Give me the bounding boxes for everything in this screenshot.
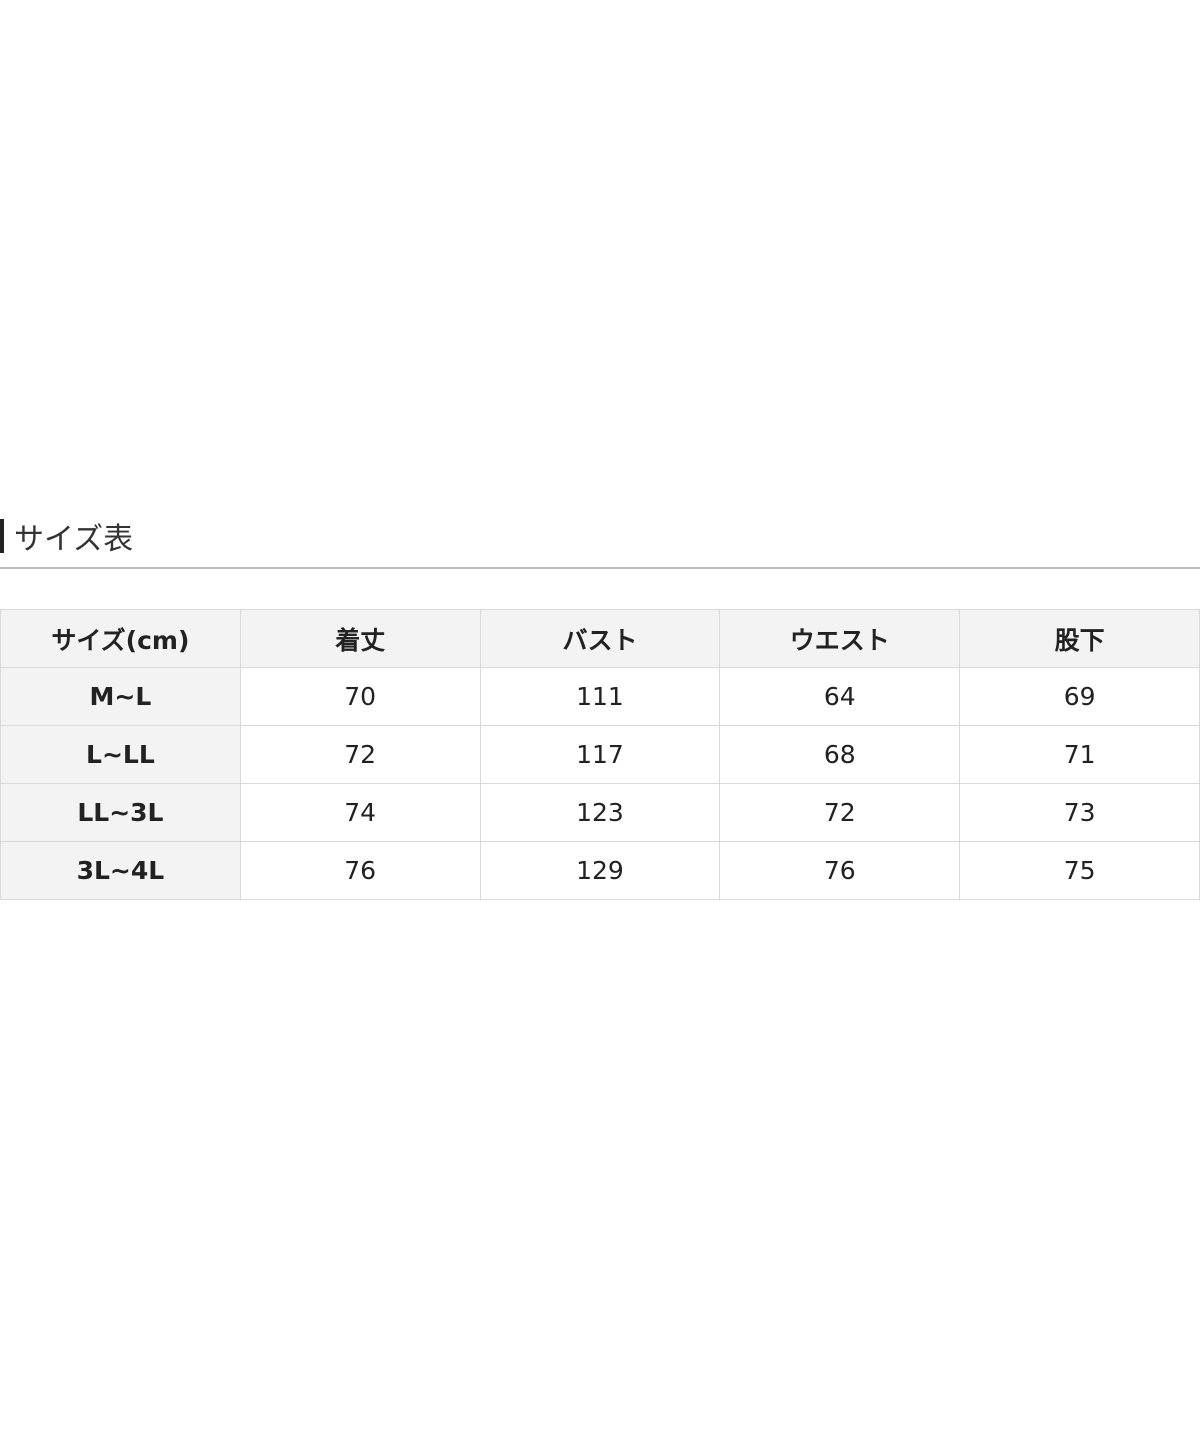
size-table: サイズ(cm) 着丈 バスト ウエスト 股下 M~L 70 111 64 69 L~LL 7… xyxy=(0,609,1200,900)
table-row: LL~3L 74 123 72 73 xyxy=(0,783,1200,842)
cell-length: 72 xyxy=(239,725,481,784)
header-bust: バスト xyxy=(479,609,721,668)
cell-bust: 123 xyxy=(479,783,721,842)
table-row: M~L 70 111 64 69 xyxy=(0,667,1200,726)
cell-inseam: 73 xyxy=(959,783,1200,842)
cell-length: 76 xyxy=(239,841,481,900)
cell-waist: 72 xyxy=(719,783,961,842)
header-waist: ウエスト xyxy=(719,609,961,668)
cell-bust: 111 xyxy=(479,667,721,726)
cell-inseam: 75 xyxy=(959,841,1200,900)
cell-bust: 117 xyxy=(479,725,721,784)
divider xyxy=(0,567,1200,569)
cell-inseam: 69 xyxy=(959,667,1200,726)
cell-size: M~L xyxy=(0,667,241,726)
cell-waist: 68 xyxy=(719,725,961,784)
cell-bust: 129 xyxy=(479,841,721,900)
cell-length: 70 xyxy=(239,667,481,726)
cell-waist: 64 xyxy=(719,667,961,726)
header-length: 着丈 xyxy=(239,609,481,668)
header-inseam: 股下 xyxy=(959,609,1200,668)
cell-length: 74 xyxy=(239,783,481,842)
title-text: サイズ表 xyxy=(14,522,134,557)
cell-size: 3L~4L xyxy=(0,841,241,900)
table-row: 3L~4L 76 129 76 75 xyxy=(0,841,1200,900)
table-header-row: サイズ(cm) 着丈 バスト ウエスト 股下 xyxy=(0,609,1200,668)
header-size: サイズ(cm) xyxy=(0,609,241,668)
cell-size: L~LL xyxy=(0,725,241,784)
table-row: L~LL 72 117 68 71 xyxy=(0,725,1200,784)
cell-size: LL~3L xyxy=(0,783,241,842)
title-accent-bar xyxy=(0,519,4,553)
cell-inseam: 71 xyxy=(959,725,1200,784)
cell-waist: 76 xyxy=(719,841,961,900)
section-title: サイズ表 xyxy=(0,514,133,558)
